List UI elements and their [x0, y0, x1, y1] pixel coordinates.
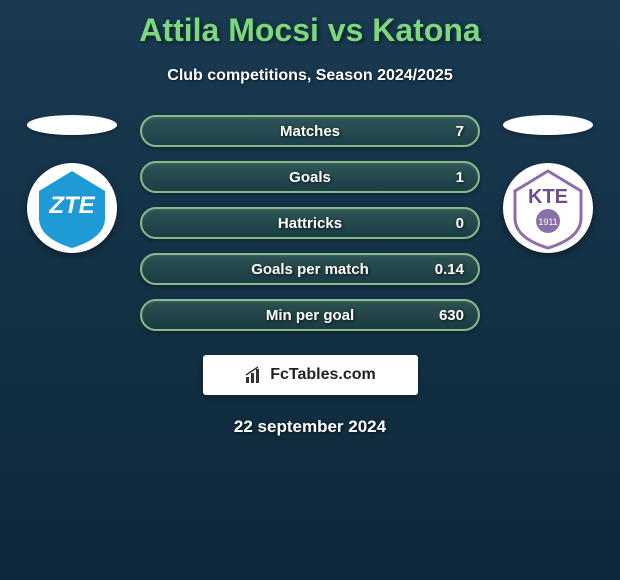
brand-attribution: FcTables.com [203, 355, 418, 395]
svg-text:KTE: KTE [528, 186, 568, 208]
stat-row-min-per-goal: Min per goal 630 [140, 299, 480, 331]
stat-label: Goals per match [251, 261, 369, 278]
main-content: ZTE Matches 7 Goals 1 Hattricks 0 Goals … [0, 115, 620, 331]
stat-value: 0.14 [435, 261, 464, 278]
stat-label: Goals [289, 169, 331, 186]
stat-value: 0 [456, 215, 464, 232]
stat-label: Hattricks [278, 215, 342, 232]
stat-value: 7 [456, 123, 464, 140]
left-shadow-ellipse [27, 115, 117, 135]
right-shadow-ellipse [503, 115, 593, 135]
stats-column: Matches 7 Goals 1 Hattricks 0 Goals per … [140, 115, 480, 331]
chart-icon [244, 365, 264, 385]
subtitle: Club competitions, Season 2024/2025 [0, 67, 620, 85]
right-player-column: KTE 1911 [498, 115, 598, 253]
svg-text:ZTE: ZTE [48, 192, 95, 219]
stat-label: Matches [280, 123, 340, 140]
kte-badge-icon: KTE 1911 [503, 163, 593, 253]
zte-badge-icon: ZTE [27, 163, 117, 253]
stat-row-goals: Goals 1 [140, 161, 480, 193]
stat-label: Min per goal [266, 307, 354, 324]
date-text: 22 september 2024 [0, 417, 620, 437]
stat-row-hattricks: Hattricks 0 [140, 207, 480, 239]
left-player-column: ZTE [22, 115, 122, 253]
brand-text: FcTables.com [270, 366, 376, 384]
stat-row-matches: Matches 7 [140, 115, 480, 147]
left-club-badge: ZTE [27, 163, 117, 253]
svg-text:1911: 1911 [538, 217, 557, 227]
right-club-badge: KTE 1911 [503, 163, 593, 253]
stat-row-goals-per-match: Goals per match 0.14 [140, 253, 480, 285]
stat-value: 630 [439, 307, 464, 324]
stat-value: 1 [456, 169, 464, 186]
page-title: Attila Mocsi vs Katona [0, 0, 620, 49]
